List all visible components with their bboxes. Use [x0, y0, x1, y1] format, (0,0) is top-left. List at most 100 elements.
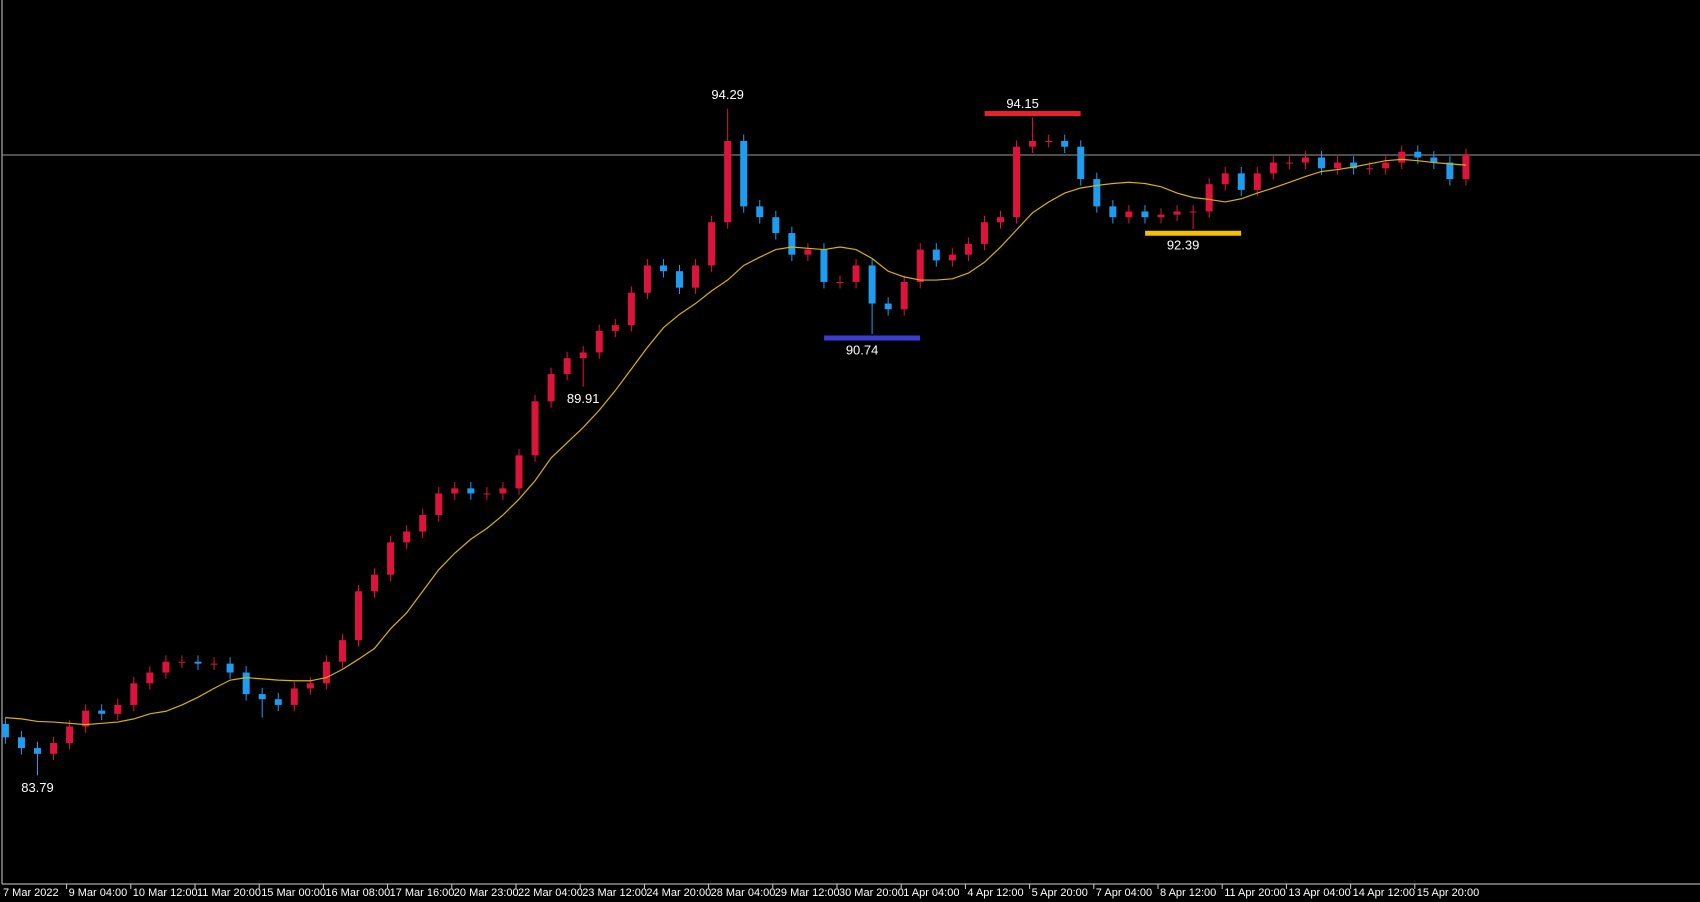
- candle-body: [997, 217, 1004, 223]
- candle-body: [1366, 168, 1374, 170]
- candle-body: [980, 222, 988, 244]
- x-tick-label: 29 Mar 12:00: [775, 887, 840, 899]
- candle-body: [1045, 140, 1053, 142]
- candle-body: [676, 271, 683, 288]
- candle-body: [1125, 211, 1133, 218]
- candle-body: [900, 281, 908, 310]
- candle-body: [804, 249, 812, 255]
- candle-body: [1221, 173, 1229, 185]
- x-tick-label: 7 Apr 04:00: [1096, 887, 1152, 899]
- x-tick-label: 8 Apr 12:00: [1160, 887, 1216, 899]
- candle-body: [756, 206, 764, 218]
- candle-body: [178, 661, 186, 663]
- candle-body: [692, 265, 700, 288]
- candle-body: [579, 352, 587, 359]
- candle-body: [1446, 162, 1454, 180]
- candle-body: [451, 488, 459, 494]
- candle-body: [916, 249, 924, 282]
- x-tick-label: 15 Apr 20:00: [1417, 887, 1479, 899]
- candle-body: [868, 265, 876, 304]
- candle-body: [242, 672, 250, 695]
- candle-body: [146, 672, 154, 684]
- candle-body: [1269, 162, 1277, 174]
- candle-body: [1141, 211, 1149, 218]
- candle-body: [130, 683, 138, 705]
- candle-body: [884, 303, 892, 310]
- x-tick-label: 5 Apr 20:00: [1032, 887, 1088, 899]
- candle-body: [1077, 146, 1085, 180]
- x-tick-label: 20 Mar 23:00: [454, 887, 519, 899]
- candle-body: [274, 699, 282, 705]
- candle-body: [852, 265, 860, 282]
- candle-body: [1173, 211, 1181, 215]
- level-label: 90.74: [846, 342, 879, 357]
- candle-body: [515, 455, 523, 489]
- candle-body: [627, 292, 635, 326]
- candle-body: [338, 640, 346, 662]
- candle-body: [66, 726, 74, 744]
- candle-body: [403, 531, 411, 543]
- candle-body: [836, 281, 844, 283]
- level-label: 89.91: [567, 391, 600, 406]
- candle-body: [1462, 154, 1470, 180]
- candle-body: [1382, 162, 1390, 169]
- candle-body: [1029, 140, 1037, 147]
- candle-body: [1237, 173, 1245, 190]
- candle-body: [1109, 206, 1117, 218]
- candle-body: [419, 515, 427, 532]
- x-tick-label: 11 Mar 20:00: [197, 887, 261, 899]
- candle-body: [258, 694, 266, 700]
- candle-body: [355, 591, 362, 641]
- candle-body: [1013, 146, 1021, 218]
- candle-body: [1414, 151, 1422, 158]
- x-tick-label: 15 Mar 00:00: [261, 887, 326, 899]
- candle-body: [1093, 179, 1101, 207]
- candle-body: [772, 217, 780, 234]
- x-tick-label: 11 Apr 20:00: [1224, 887, 1286, 899]
- x-tick-label: 10 Mar 12:00: [133, 887, 198, 899]
- candle-body: [1157, 214, 1165, 218]
- candle-body: [1285, 162, 1293, 164]
- candle-body: [964, 243, 972, 255]
- candle-body: [194, 661, 202, 664]
- x-tick-label: 17 Mar 16:00: [390, 887, 455, 899]
- candle-body: [467, 488, 475, 494]
- candle-body: [1318, 157, 1325, 169]
- candle-body: [226, 663, 234, 673]
- x-tick-label: 14 Apr 12:00: [1353, 887, 1415, 899]
- candle-body: [210, 663, 218, 665]
- candle-body: [483, 493, 491, 495]
- candle-body: [114, 704, 122, 714]
- candle-body: [1430, 157, 1438, 163]
- candle-body: [1, 723, 9, 738]
- candle-body: [595, 330, 603, 353]
- candle-body: [162, 661, 170, 673]
- candle-body: [788, 233, 796, 255]
- candle-body: [611, 325, 619, 331]
- candle-body: [1350, 162, 1358, 169]
- x-tick-label: 23 Mar 12:00: [582, 887, 647, 899]
- candle-body: [387, 542, 395, 575]
- level-label: 94.29: [711, 87, 744, 102]
- x-tick-label: 30 Mar 20:00: [839, 887, 904, 899]
- candle-body: [740, 140, 748, 207]
- candle-body: [1301, 157, 1309, 163]
- candle-body: [17, 737, 25, 749]
- candle-body: [290, 688, 298, 705]
- candle-body: [563, 358, 571, 375]
- x-tick-label: 9 Mar 04:00: [69, 887, 128, 899]
- candle-body: [1253, 173, 1261, 190]
- candle-body: [34, 748, 41, 754]
- candle-body: [50, 743, 58, 754]
- candle-body: [948, 254, 956, 261]
- x-tick-label: 7 Mar 2022: [3, 887, 59, 899]
- moving-average: [5, 158, 1466, 726]
- candle-body: [531, 401, 539, 456]
- level-label: 92.39: [1167, 238, 1200, 253]
- candle-body: [371, 574, 379, 592]
- level-label: 83.79: [21, 780, 54, 795]
- x-tick-label: 16 Mar 08:00: [325, 887, 390, 899]
- candle-body: [82, 710, 90, 727]
- candle-body: [643, 265, 651, 293]
